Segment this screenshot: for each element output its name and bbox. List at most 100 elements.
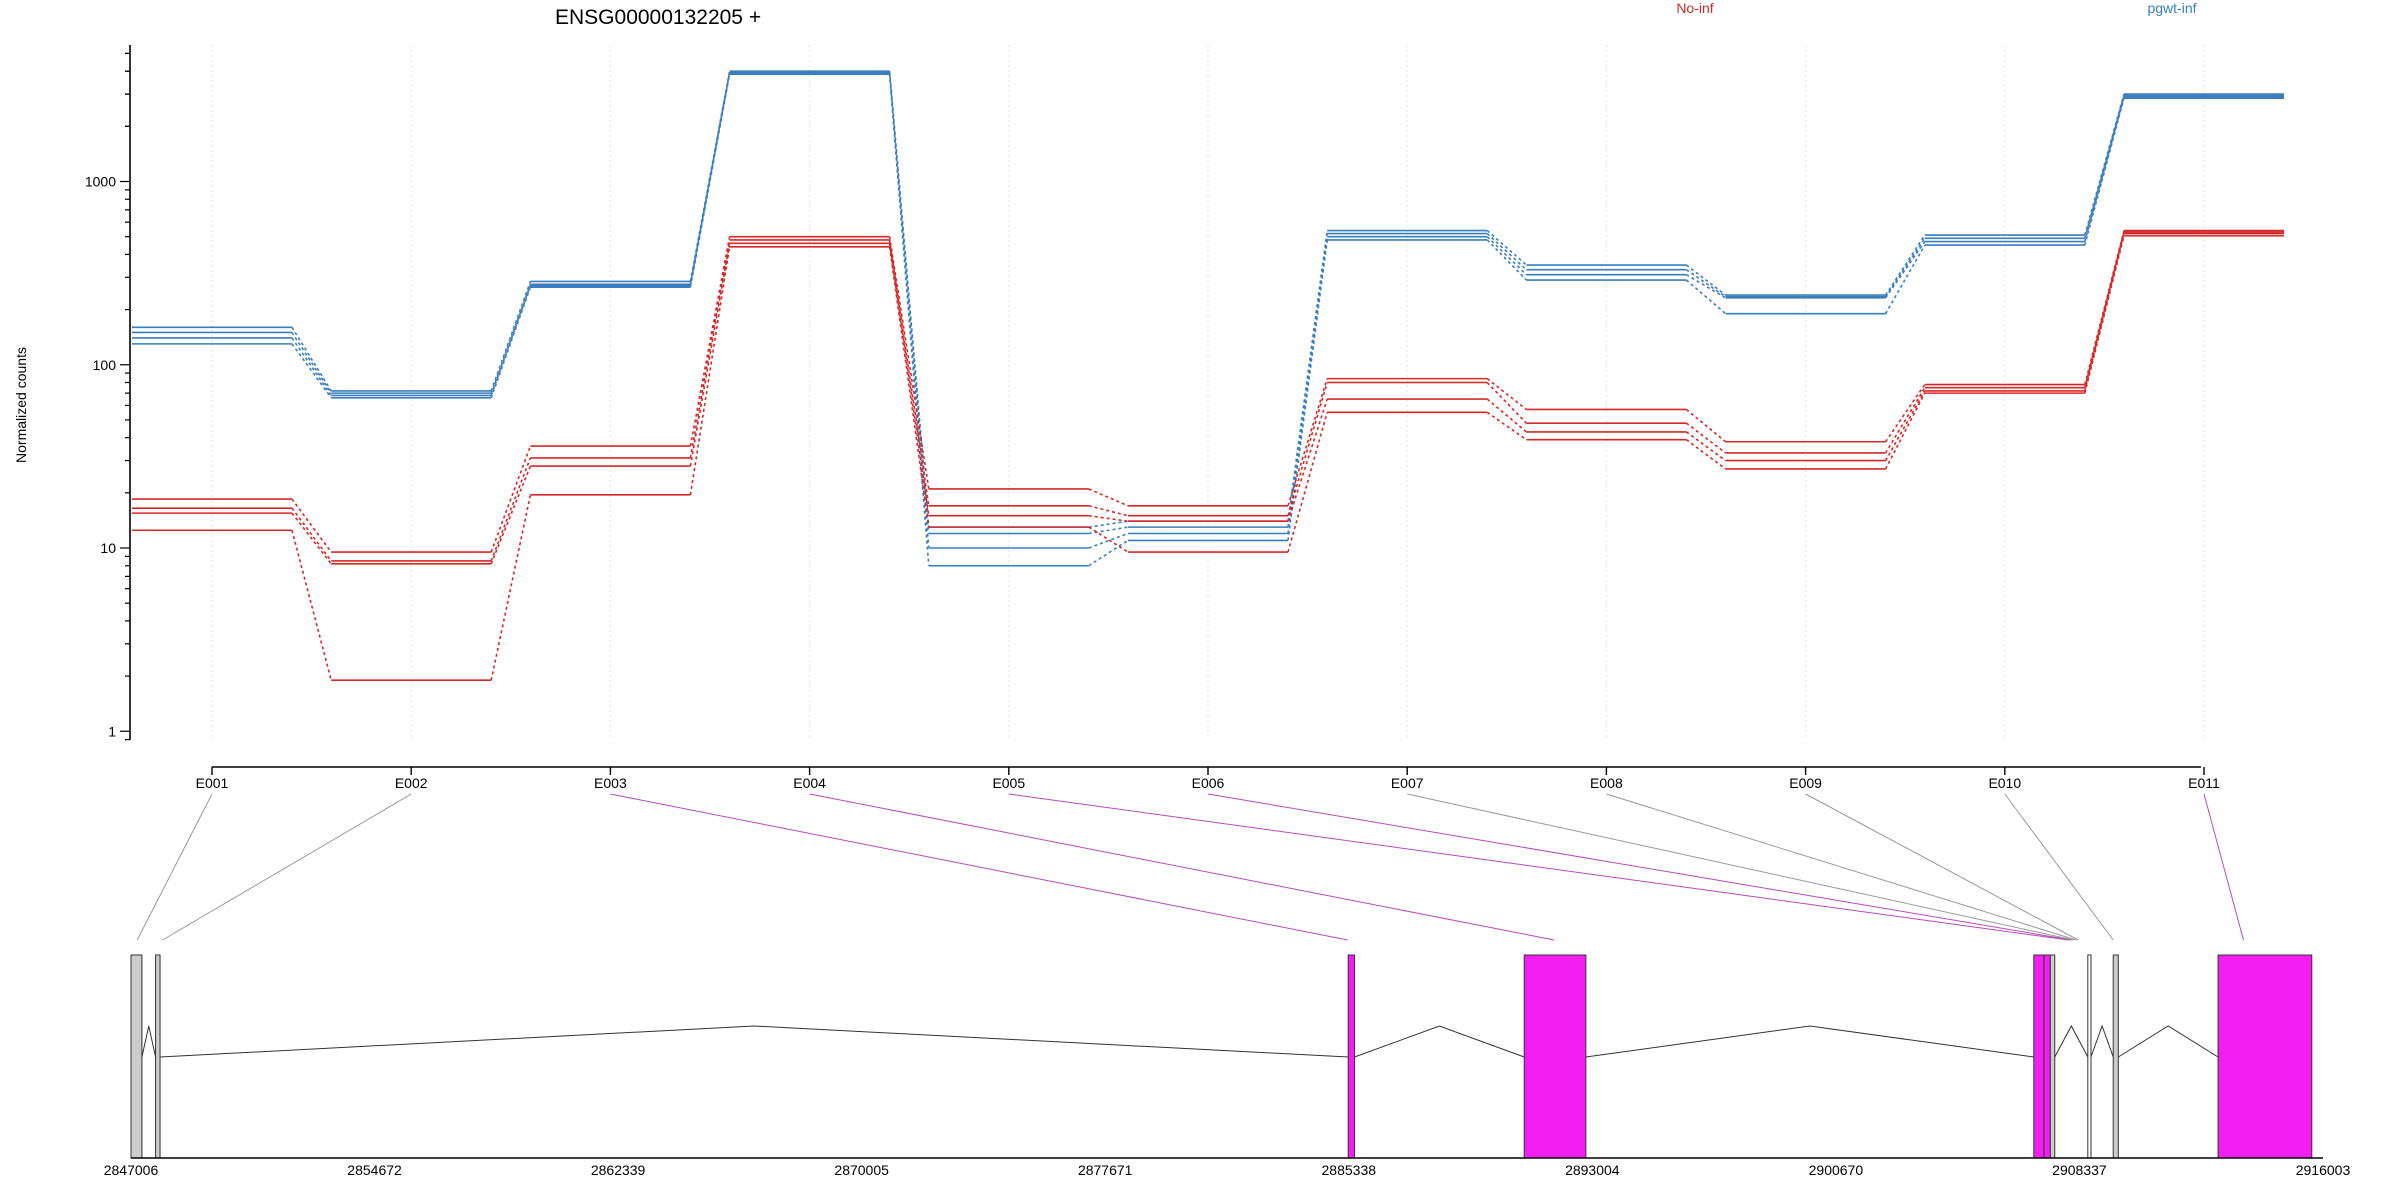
connector-segment <box>1088 526 1129 535</box>
connector-segment <box>1088 504 1129 517</box>
x-tick-label-e003: E003 <box>594 775 627 791</box>
exon-block <box>2049 954 2056 1159</box>
y-tick-label: 10 <box>100 540 116 556</box>
series-0 <box>132 70 2284 528</box>
exon-link-e004 <box>809 793 1555 941</box>
connector-segment <box>1685 279 1727 315</box>
connector-segment <box>1287 378 1328 507</box>
connector-segment <box>1088 526 1129 553</box>
connector-segment <box>888 239 930 506</box>
connector-segment <box>2084 95 2125 239</box>
chart-title: ENSG00000132205 + <box>555 6 761 29</box>
connector-segment <box>1088 539 1129 567</box>
connector-segment <box>1685 439 1727 470</box>
coordinate-tick-label: 2870005 <box>834 1162 889 1178</box>
connector-segment <box>888 71 930 528</box>
connector-segment <box>888 236 930 490</box>
connector-segment <box>1685 264 1727 296</box>
connector-segment <box>1287 236 1328 534</box>
exon-link-e011 <box>2203 793 2244 941</box>
coordinate-tick-label: 2900670 <box>1809 1162 1864 1178</box>
x-tick-label-e005: E005 <box>992 775 1025 791</box>
x-tick-label-e004: E004 <box>793 775 826 791</box>
connector-segment <box>689 236 731 447</box>
coordinate-tick-label: 2854672 <box>347 1162 402 1178</box>
connector-segment <box>490 286 532 399</box>
connector-segment <box>1685 274 1727 299</box>
exon-block <box>155 954 161 1159</box>
connector-segment <box>490 285 532 396</box>
y-tick-label: 1 <box>108 723 116 739</box>
coordinate-tick-label: 2908337 <box>2052 1162 2107 1178</box>
connector-segment <box>291 512 332 565</box>
y-axis-label: Normalized counts <box>13 347 29 463</box>
intron-line <box>1354 1025 1525 1058</box>
exon-link-e001 <box>136 793 213 941</box>
connector-segment <box>291 507 332 562</box>
connector-segment <box>2084 96 2125 242</box>
connector-segment <box>1685 408 1727 443</box>
exon-block <box>2112 954 2119 1159</box>
x-tick-label-e010: E010 <box>1988 775 2021 791</box>
series-lines <box>132 70 2284 681</box>
connector-segment <box>1088 532 1129 549</box>
series-3 <box>132 73 2284 567</box>
connector-segment <box>689 239 731 459</box>
coordinate-tick-label: 2916003 <box>2296 1162 2351 1178</box>
connector-segment <box>2084 97 2125 246</box>
intron-line <box>2054 1024 2089 1058</box>
series-4 <box>132 229 2284 553</box>
connector-segment <box>490 457 532 562</box>
connector-segment <box>1884 234 1926 296</box>
axes: 1 10 100 1000 E001 E002 E003 E004 E005 E006 E007 E0… <box>85 45 2220 791</box>
connector-segment <box>1088 488 1129 507</box>
exon-link-e010 <box>2004 793 2114 941</box>
y-tick-label: 100 <box>93 357 117 373</box>
connector-segment <box>2084 93 2125 236</box>
intron-line <box>2118 1025 2219 1058</box>
connector-segment <box>1088 514 1129 523</box>
connector-segment <box>2084 231 2125 388</box>
x-tick-label-e008: E008 <box>1590 775 1623 791</box>
exon-link-e003 <box>610 793 1348 941</box>
connector-segment <box>291 332 332 394</box>
exon-link-e009 <box>1805 793 2079 941</box>
exon-block <box>2033 954 2045 1159</box>
connector-segment <box>291 530 332 681</box>
exon-link-e005 <box>1008 793 2069 941</box>
x-tick-label-e009: E009 <box>1789 775 1822 791</box>
connector-segment <box>291 326 332 392</box>
connector-segment <box>1685 269 1727 298</box>
connector-segment <box>1287 398 1328 522</box>
connector-segment <box>490 465 532 565</box>
connector-segment <box>1486 411 1527 441</box>
connector-segment <box>2084 230 2125 385</box>
coordinate-tick-label: 2877671 <box>1078 1162 1133 1178</box>
series-5 <box>132 231 2284 562</box>
coordinate-tick-label: 2885338 <box>1322 1162 1377 1178</box>
x-tick-label-e001: E001 <box>196 775 229 791</box>
connector-segment <box>888 243 930 516</box>
connector-segment <box>1287 412 1328 553</box>
connector-segment <box>888 72 930 534</box>
exon-link-e007 <box>1407 793 2074 941</box>
connector-segment <box>888 246 930 528</box>
connector-segment <box>1486 232 1527 271</box>
connector-segment <box>1088 520 1129 528</box>
connector-segment <box>1884 241 1926 299</box>
intron-line <box>2090 1024 2114 1058</box>
connector-segment <box>490 281 532 392</box>
y-tick-label: 1000 <box>85 174 116 190</box>
connector-segment <box>1685 431 1727 462</box>
connector-segment <box>1486 377 1527 411</box>
connector-segment <box>1884 387 1926 454</box>
connector-segment <box>1884 244 1926 315</box>
connector-segment <box>1486 236 1527 276</box>
series-6 <box>132 232 2284 565</box>
connector-segment <box>689 74 731 288</box>
connector-segment <box>1486 398 1527 433</box>
intron-line <box>141 1025 157 1058</box>
connector-segment <box>1884 390 1926 461</box>
exon-link-e006 <box>1207 793 2072 941</box>
